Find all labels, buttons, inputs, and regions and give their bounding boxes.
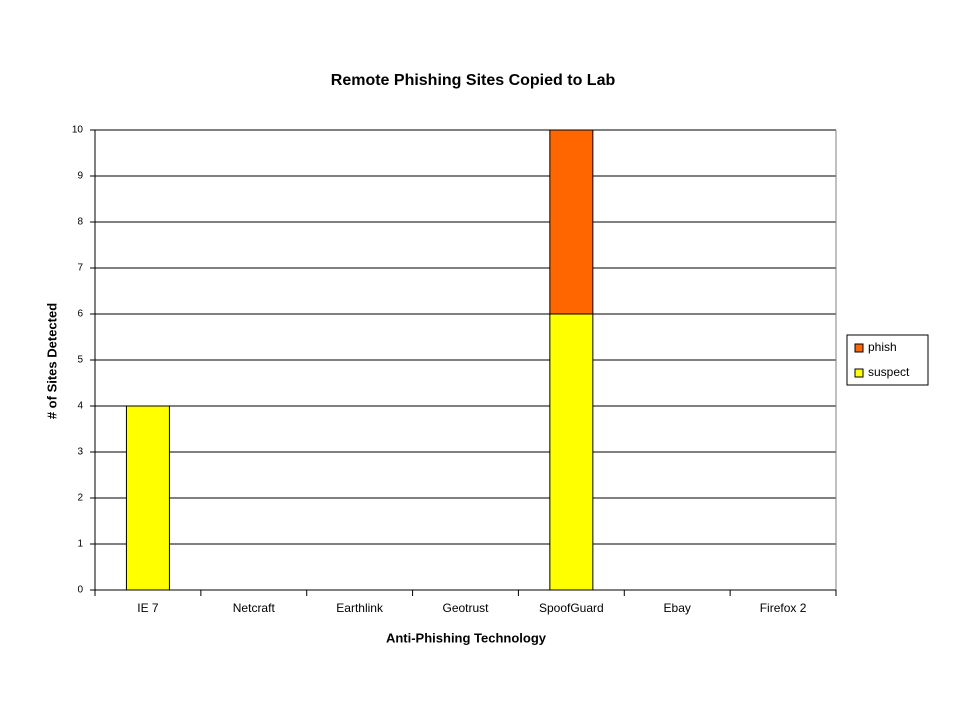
y-tick-label: 7 <box>77 263 83 274</box>
x-tick-label: SpoofGuard <box>539 601 604 615</box>
bar-segment <box>549 129 594 315</box>
y-tick-label: 4 <box>77 401 83 412</box>
x-tick-label: Firefox 2 <box>760 601 807 615</box>
y-tick-label: 3 <box>77 447 83 458</box>
y-tick-label: 0 <box>77 585 83 596</box>
x-tick-label: Ebay <box>664 601 691 615</box>
y-tick-label: 2 <box>77 493 83 504</box>
y-tick-label: 9 <box>77 171 83 182</box>
y-tick-label: 1 <box>77 539 83 550</box>
y-axis-label: # of Sites Detected <box>44 303 59 419</box>
y-tick-label: 5 <box>77 355 83 366</box>
y-tick-label: 10 <box>72 125 84 136</box>
x-axis-label: Anti-Phishing Technology <box>386 630 547 645</box>
y-tick-label: 6 <box>77 309 83 320</box>
legend-label: suspect <box>868 365 910 379</box>
y-tick-label: 8 <box>77 217 83 228</box>
x-tick-label: Geotrust <box>442 601 489 615</box>
bar-segment <box>549 313 594 591</box>
x-tick-label: Earthlink <box>336 601 384 615</box>
x-tick-label: Netcraft <box>233 601 276 615</box>
bar-segment <box>125 405 170 591</box>
legend-swatch <box>854 343 864 353</box>
legend-label: phish <box>868 340 897 354</box>
chart-title: Remote Phishing Sites Copied to Lab <box>331 72 616 89</box>
legend-swatch <box>854 368 864 378</box>
x-tick-label: IE 7 <box>137 601 159 615</box>
